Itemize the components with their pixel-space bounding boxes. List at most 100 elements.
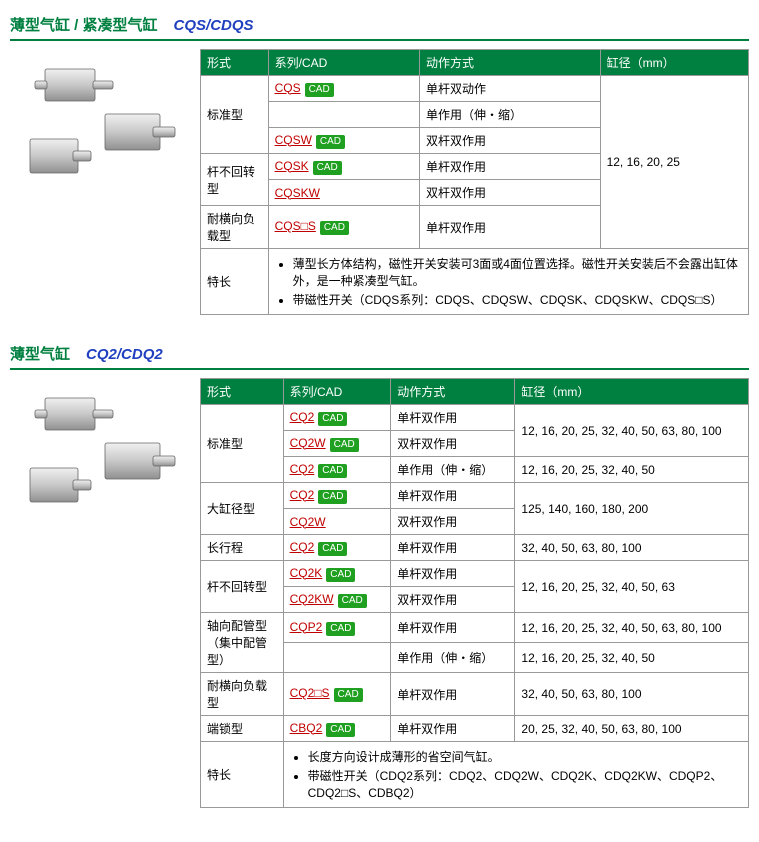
type-cell: 端锁型	[201, 716, 284, 742]
type-cell: 标准型	[201, 76, 269, 154]
spec-table: 形式系列/CAD动作方式缸径（mm） 标准型 CQS CAD 单杆双动作12, 16, …	[200, 49, 749, 315]
cad-badge[interactable]: CAD	[313, 161, 342, 175]
feature-item: 薄型长方体结构，磁性开关安装可3面或4面位置选择。磁性开关安装后不会露出缸体外，…	[293, 255, 742, 289]
action-cell: 单杆双作用	[420, 154, 601, 180]
cad-badge[interactable]: CAD	[318, 412, 347, 426]
cad-badge[interactable]: CAD	[338, 594, 367, 608]
series-link[interactable]: CQ2K	[290, 566, 323, 580]
feature-cell: 长度方向设计成薄形的省空间气缸。带磁性开关（CDQ2系列：CDQ2、CDQ2W、…	[283, 742, 748, 808]
cad-badge[interactable]: CAD	[316, 135, 345, 149]
section-title-cn: 薄型气缸 / 紧凑型气缸	[10, 14, 158, 35]
table-row: 单作用（伸・缩）12, 16, 20, 25, 32, 40, 50	[201, 643, 749, 673]
action-cell: 单杆双作用	[391, 673, 515, 716]
series-cell: CQ2CAD	[283, 483, 391, 509]
feature-label-cell: 特长	[201, 249, 269, 315]
series-cell: CQSW CAD	[268, 128, 419, 154]
table-row: 标准型CQSCAD单杆双动作12, 16, 20, 25	[201, 76, 749, 102]
series-cell: CQ2□S CAD	[283, 673, 391, 716]
cad-badge[interactable]: CAD	[318, 542, 347, 556]
feature-label-cell: 特长	[201, 742, 284, 808]
type-cell: 耐横向负载型	[201, 206, 269, 249]
feature-item: 带磁性开关（CDQS系列：CDQS、CDQSW、CDQSK、CDQSKW、CDQ…	[293, 291, 742, 308]
type-cell: 标准型	[201, 405, 284, 483]
action-cell: 单杆双作用	[391, 716, 515, 742]
series-link[interactable]: CQ2□S	[290, 686, 330, 700]
action-cell: 双杆双作用	[391, 431, 515, 457]
cad-badge[interactable]: CAD	[330, 438, 359, 452]
cad-badge[interactable]: CAD	[305, 83, 334, 97]
action-cell: 单杆双动作	[420, 76, 601, 102]
series-cell: CQS□S CAD	[268, 206, 419, 249]
cad-badge[interactable]: CAD	[326, 568, 355, 582]
action-cell: 单杆双作用	[391, 535, 515, 561]
series-cell: CQ2W	[283, 509, 391, 535]
series-link[interactable]: CQP2	[290, 620, 323, 634]
series-link[interactable]: CQS□S	[275, 219, 316, 233]
series-cell: CQ2KW CAD	[283, 587, 391, 613]
feature-row: 特长薄型长方体结构，磁性开关安装可3面或4面位置选择。磁性开关安装后不会露出缸体…	[201, 249, 749, 315]
section-title-en: CQ2/CDQ2	[86, 346, 163, 363]
section-title-cn: 薄型气缸	[10, 343, 70, 364]
series-link[interactable]: CQ2KW	[290, 592, 334, 606]
product-illustration	[15, 59, 185, 199]
series-cell: CQSK CAD	[268, 154, 419, 180]
table-row: 长行程CQ2CAD单杆双作用32, 40, 50, 63, 80, 100	[201, 535, 749, 561]
cad-badge[interactable]: CAD	[326, 723, 355, 737]
type-cell: 耐横向负载型	[201, 673, 284, 716]
table-header: 动作方式	[420, 50, 601, 76]
table-header: 系列/CAD	[283, 379, 391, 405]
bore-cell: 12, 16, 20, 25	[600, 76, 748, 249]
table-row: 端锁型CBQ2CAD单杆双作用20, 25, 32, 40, 50, 63, 8…	[201, 716, 749, 742]
action-cell: 单作用（伸・缩）	[391, 457, 515, 483]
action-cell: 双杆双作用	[420, 128, 601, 154]
series-cell: CQ2KCAD	[283, 561, 391, 587]
table-row: 耐横向负载型 CQ2□S CAD 单杆双作用32, 40, 50, 63, 80, 1…	[201, 673, 749, 716]
bore-cell: 12, 16, 20, 25, 32, 40, 50, 63, 80, 100	[515, 405, 749, 457]
bore-cell: 12, 16, 20, 25, 32, 40, 50	[515, 643, 749, 673]
bore-cell: 125, 140, 160, 180, 200	[515, 483, 749, 535]
bore-cell: 12, 16, 20, 25, 32, 40, 50	[515, 457, 749, 483]
cad-badge[interactable]: CAD	[320, 221, 349, 235]
table-header: 形式	[201, 50, 269, 76]
series-link[interactable]: CQ2W	[290, 515, 326, 529]
series-cell: CQS CAD	[268, 76, 419, 102]
action-cell: 单杆双作用	[391, 483, 515, 509]
feature-item: 长度方向设计成薄形的省空间气缸。	[308, 748, 742, 765]
action-cell: 单杆双作用	[391, 613, 515, 643]
action-cell: 双杆双作用	[391, 587, 515, 613]
table-row: 杆不回转型CQ2KCAD单杆双作用12, 16, 20, 25, 32, 40,…	[201, 561, 749, 587]
table-row: CQ2CAD单作用（伸・缩）12, 16, 20, 25, 32, 40, 50	[201, 457, 749, 483]
table-header: 缸径（mm）	[600, 50, 748, 76]
series-link[interactable]: CQSK	[275, 159, 309, 173]
action-cell: 单作用（伸・缩）	[420, 102, 601, 128]
table-row: 轴向配管型 （集中配管型）CQP2CAD单杆双作用12, 16, 20, 25,…	[201, 613, 749, 643]
bore-cell: 32, 40, 50, 63, 80, 100	[515, 673, 749, 716]
cad-badge[interactable]: CAD	[318, 464, 347, 478]
series-link[interactable]: CQSW	[275, 133, 312, 147]
series-link[interactable]: CQ2	[290, 410, 315, 424]
series-cell: CQ2CAD	[283, 457, 391, 483]
type-cell: 大缸径型	[201, 483, 284, 535]
series-link[interactable]: CQ2	[290, 462, 315, 476]
product-image	[10, 49, 190, 315]
series-link[interactable]: CBQ2	[290, 721, 323, 735]
table-header: 缸径（mm）	[515, 379, 749, 405]
cad-badge[interactable]: CAD	[318, 490, 347, 504]
series-link[interactable]: CQ2W	[290, 436, 326, 450]
type-cell: 轴向配管型 （集中配管型）	[201, 613, 284, 673]
table-header: 系列/CAD	[268, 50, 419, 76]
series-link[interactable]: CQSKW	[275, 186, 320, 200]
product-illustration	[15, 388, 185, 528]
series-cell: CQ2CAD	[283, 535, 391, 561]
series-link[interactable]: CQ2	[290, 488, 315, 502]
table-row: 大缸径型CQ2CAD单杆双作用125, 140, 160, 180, 200	[201, 483, 749, 509]
series-cell: CQ2CAD	[283, 405, 391, 431]
series-cell	[268, 102, 419, 128]
feature-item: 带磁性开关（CDQ2系列：CDQ2、CDQ2W、CDQ2K、CDQ2KW、CDQ…	[308, 767, 742, 801]
cad-badge[interactable]: CAD	[334, 688, 363, 702]
table-row: 标准型CQ2CAD单杆双作用12, 16, 20, 25, 32, 40, 50…	[201, 405, 749, 431]
series-link[interactable]: CQS	[275, 81, 301, 95]
series-link[interactable]: CQ2	[290, 540, 315, 554]
series-cell: CQP2CAD	[283, 613, 391, 643]
cad-badge[interactable]: CAD	[326, 622, 355, 636]
